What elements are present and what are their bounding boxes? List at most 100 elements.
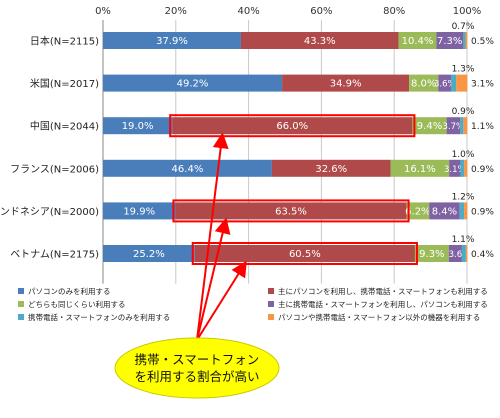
annotation-arrow — [196, 132, 229, 341]
bar-segment — [456, 74, 468, 92]
bar-segment — [172, 117, 413, 135]
data-label: 8.4% — [432, 206, 457, 217]
category-label: 中国(N=2044) — [30, 120, 99, 133]
data-label: 37.9% — [156, 36, 188, 47]
bar-segment — [240, 32, 399, 49]
bar-segment — [448, 245, 462, 262]
data-label: 9.3% — [419, 249, 444, 260]
data-label: 0.5% — [471, 37, 494, 47]
data-label: 1.3% — [452, 65, 475, 75]
data-label: 7.3% — [437, 36, 462, 47]
category-label: フランス(N=2006) — [10, 163, 99, 175]
legend-label: 主にパソコンを利用し、携帯電話・スマートフォンも利用する — [278, 286, 488, 296]
bar-segment — [463, 117, 468, 135]
annotation-text: 携帯・スマートフォン — [135, 352, 260, 367]
category-label: 米国(N=2017) — [30, 77, 99, 90]
data-label: 10.4% — [402, 36, 434, 47]
data-label: 46.4% — [172, 164, 204, 175]
bar-segment — [464, 202, 468, 220]
data-label: 66.0% — [276, 121, 308, 132]
legend-swatch — [268, 288, 274, 294]
bar-segment — [429, 202, 460, 220]
data-label: 63.5% — [275, 206, 307, 217]
legend-label: パソコンや携帯電話・スマートフォン以外の機器を利用する — [278, 312, 480, 322]
data-label: 1.1% — [452, 235, 475, 245]
bar-segment — [438, 74, 452, 92]
x-tick-label: 60% — [310, 6, 332, 17]
category-label: インドネシア(N=2000) — [0, 206, 99, 218]
bar-segment — [103, 245, 195, 262]
bar-segment — [414, 245, 449, 262]
highlight-box — [191, 242, 418, 265]
data-label: 3.1% — [471, 80, 494, 90]
data-label: 6.2% — [405, 206, 430, 217]
bar-segment — [412, 117, 447, 135]
annotation-arrow — [196, 217, 231, 341]
data-label: 0.9% — [452, 107, 475, 117]
data-label: 32.6% — [315, 164, 347, 175]
bar-segment — [103, 202, 176, 220]
data-label: 3.6 — [449, 250, 463, 260]
bar-segment — [451, 74, 457, 92]
bar-segment — [465, 245, 468, 262]
bar-segment — [398, 32, 437, 49]
annotation-text: を利用する割合が高い — [134, 369, 259, 384]
data-label: 34.9% — [330, 79, 362, 90]
bar-segment — [464, 159, 468, 177]
category-label: 日本(N=2115) — [30, 35, 99, 48]
annotation-bubble — [114, 337, 280, 399]
data-label: 8.0% — [411, 79, 436, 90]
bar-segment — [460, 159, 465, 177]
legend-swatch — [18, 288, 24, 294]
legend-swatch — [268, 314, 274, 320]
category-label: ベトナム(N=2175) — [10, 249, 99, 261]
data-label: 0.7% — [452, 22, 475, 32]
bar-segment — [103, 159, 272, 177]
x-tick-label: 40% — [237, 6, 259, 17]
bar-segment — [462, 32, 466, 49]
data-label: 1.1% — [471, 122, 494, 132]
legend-swatch — [18, 314, 24, 320]
data-label: 0.9% — [471, 165, 494, 175]
bar-segment — [390, 159, 450, 177]
legend-swatch — [18, 301, 24, 307]
legend-label: どちらも同じくらい利用する — [28, 299, 126, 309]
data-label: 9.4% — [417, 121, 442, 132]
data-label: 25.2% — [133, 249, 165, 260]
data-label: 0.4% — [471, 250, 494, 260]
bar-segment — [103, 32, 241, 49]
bar-segment — [465, 32, 468, 49]
legend-label: 携帯電話・スマートフォンのみを利用する — [28, 312, 170, 322]
bar-segment — [406, 202, 430, 220]
highlight-box — [169, 114, 416, 138]
data-label: 3.6% — [434, 80, 456, 90]
data-label: 43.3% — [304, 36, 336, 47]
data-label: 19.9% — [123, 206, 155, 217]
bar-segment — [282, 74, 410, 92]
data-label: 1.2% — [452, 192, 475, 202]
legend-label: 主に携帯電話・スマートフォンを利用し、パソコンも利用する — [278, 299, 488, 309]
bar-segment — [461, 245, 466, 262]
x-tick-label: 20% — [165, 6, 187, 17]
data-label: 3.7% — [443, 122, 465, 132]
bar-segment — [446, 117, 461, 135]
data-label: 16.1% — [404, 164, 436, 175]
bar-segment — [194, 245, 415, 262]
bar-segment — [436, 32, 463, 49]
bar-segment — [103, 74, 283, 92]
bar-segment — [271, 159, 391, 177]
bar-segment — [175, 202, 407, 220]
data-label: 1.0% — [452, 150, 475, 160]
bar-segment — [409, 74, 439, 92]
data-label: 49.2% — [177, 79, 209, 90]
legend-swatch — [268, 301, 274, 307]
data-label: 60.5% — [289, 249, 321, 260]
x-tick-label: 80% — [383, 6, 405, 17]
bar-segment — [103, 117, 173, 135]
legend-label: パソコンのみを利用する — [28, 286, 111, 296]
bar-segment — [459, 202, 465, 220]
data-label: 19.0% — [122, 121, 154, 132]
highlight-box — [172, 199, 410, 223]
bar-segment — [460, 117, 464, 135]
